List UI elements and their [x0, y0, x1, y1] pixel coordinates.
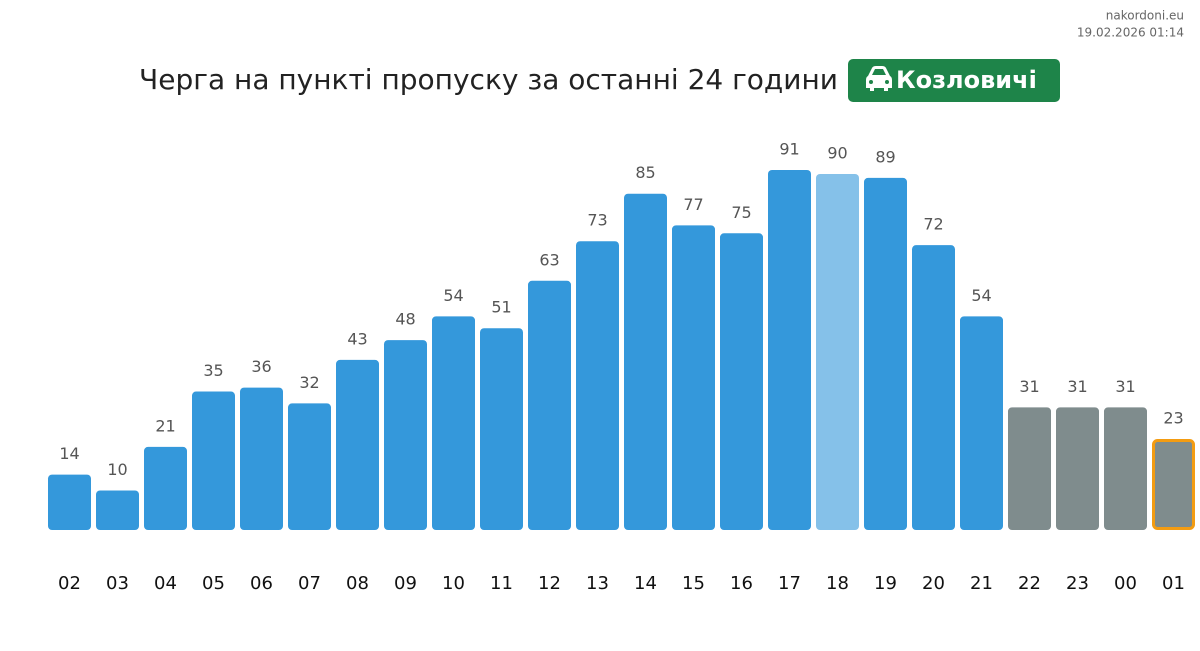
value-label: 54	[443, 286, 463, 305]
x-tick-label: 22	[1018, 573, 1041, 594]
x-tick-label: 06	[250, 573, 273, 594]
x-tick-label: 18	[826, 573, 849, 594]
value-label: 77	[683, 195, 703, 214]
timestamp: 19.02.2026 01:14	[1077, 26, 1184, 40]
value-label: 36	[251, 357, 271, 376]
x-tick-label: 04	[154, 573, 177, 594]
bar	[480, 328, 523, 530]
bar	[432, 316, 475, 530]
x-tick-label: 13	[586, 573, 609, 594]
bar	[192, 391, 235, 530]
value-label: 85	[635, 163, 655, 182]
x-tick-label: 15	[682, 573, 705, 594]
bar	[576, 241, 619, 530]
x-tick-label: 21	[970, 573, 993, 594]
x-tick-label: 11	[490, 573, 513, 594]
value-label: 73	[587, 211, 607, 230]
bar	[768, 170, 811, 530]
x-tick-label: 19	[874, 573, 897, 594]
bar	[1104, 407, 1147, 530]
x-tick-label: 23	[1066, 573, 1089, 594]
bar	[816, 173, 859, 530]
value-label: 32	[299, 373, 319, 392]
bar	[240, 387, 283, 530]
bar	[912, 245, 955, 530]
bar	[624, 193, 667, 531]
value-label: 31	[1115, 377, 1135, 396]
x-tick-label: 01	[1162, 573, 1185, 594]
bar	[1152, 439, 1195, 530]
bar	[384, 340, 427, 530]
value-label: 43	[347, 329, 367, 348]
x-tick-label: 10	[442, 573, 465, 594]
value-label: 23	[1163, 409, 1183, 428]
x-tick-label: 08	[346, 573, 369, 594]
bar	[960, 316, 1003, 530]
bar	[144, 446, 187, 530]
bar	[48, 474, 91, 530]
value-label: 72	[923, 215, 943, 234]
bar	[528, 280, 571, 530]
x-tick-label: 20	[922, 573, 945, 594]
value-label: 21	[155, 416, 175, 435]
x-tick-label: 02	[58, 573, 81, 594]
value-label: 63	[539, 250, 559, 269]
bar	[720, 233, 763, 531]
value-label: 75	[731, 203, 751, 222]
x-tick-label: 12	[538, 573, 561, 594]
value-label: 14	[59, 444, 79, 463]
x-tick-label: 07	[298, 573, 321, 594]
x-tick-label: 09	[394, 573, 417, 594]
value-label: 54	[971, 286, 991, 305]
x-tick-label: 17	[778, 573, 801, 594]
car-icon	[866, 66, 892, 91]
x-tick-label: 00	[1114, 573, 1137, 594]
bar	[1056, 407, 1099, 530]
x-tick-label: 14	[634, 573, 657, 594]
x-tick-label: 05	[202, 573, 225, 594]
source: nakordoni.eu	[1106, 9, 1184, 23]
bar	[288, 403, 331, 530]
bar	[96, 490, 139, 530]
value-label: 48	[395, 310, 415, 329]
value-label: 10	[107, 460, 127, 479]
bar	[864, 177, 907, 530]
chart-title: Черга на пункті пропуску за останні 24 г…	[139, 63, 838, 96]
value-label: 31	[1067, 377, 1087, 396]
value-label: 91	[779, 140, 799, 159]
bar	[1008, 407, 1051, 530]
badge	[848, 59, 1060, 102]
value-label: 35	[203, 361, 223, 380]
bar	[336, 359, 379, 530]
x-tick-label: 16	[730, 573, 753, 594]
badge-text: Козловичі	[896, 66, 1037, 94]
bar	[672, 225, 715, 530]
x-tick-label: 03	[106, 573, 129, 594]
value-label: 31	[1019, 377, 1039, 396]
value-label: 51	[491, 298, 511, 317]
value-label: 90	[827, 143, 847, 162]
value-label: 89	[875, 147, 895, 166]
